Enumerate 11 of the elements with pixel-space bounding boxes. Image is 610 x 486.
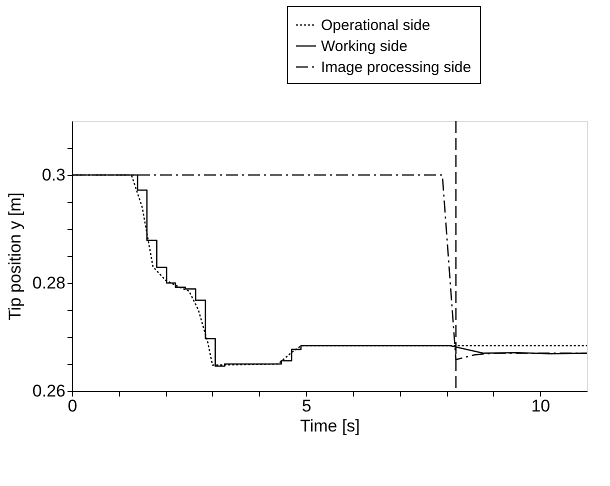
x-tick-label: 10 — [531, 396, 550, 416]
legend-label: Working side — [321, 38, 408, 55]
y-axis-title: Tip position y [m] — [5, 192, 24, 320]
legend-label: Operational side — [321, 17, 430, 34]
y-tick-label: 0.3 — [42, 166, 66, 184]
y-tick-label: 0.26 — [32, 382, 66, 400]
x-tick-label: 0 — [68, 396, 78, 416]
x-axis-title: Time [s] — [300, 416, 360, 436]
y-tick-label: 0.28 — [32, 274, 66, 292]
x-tick-label: 5 — [302, 396, 312, 416]
legend-label: Image processing side — [321, 59, 472, 76]
